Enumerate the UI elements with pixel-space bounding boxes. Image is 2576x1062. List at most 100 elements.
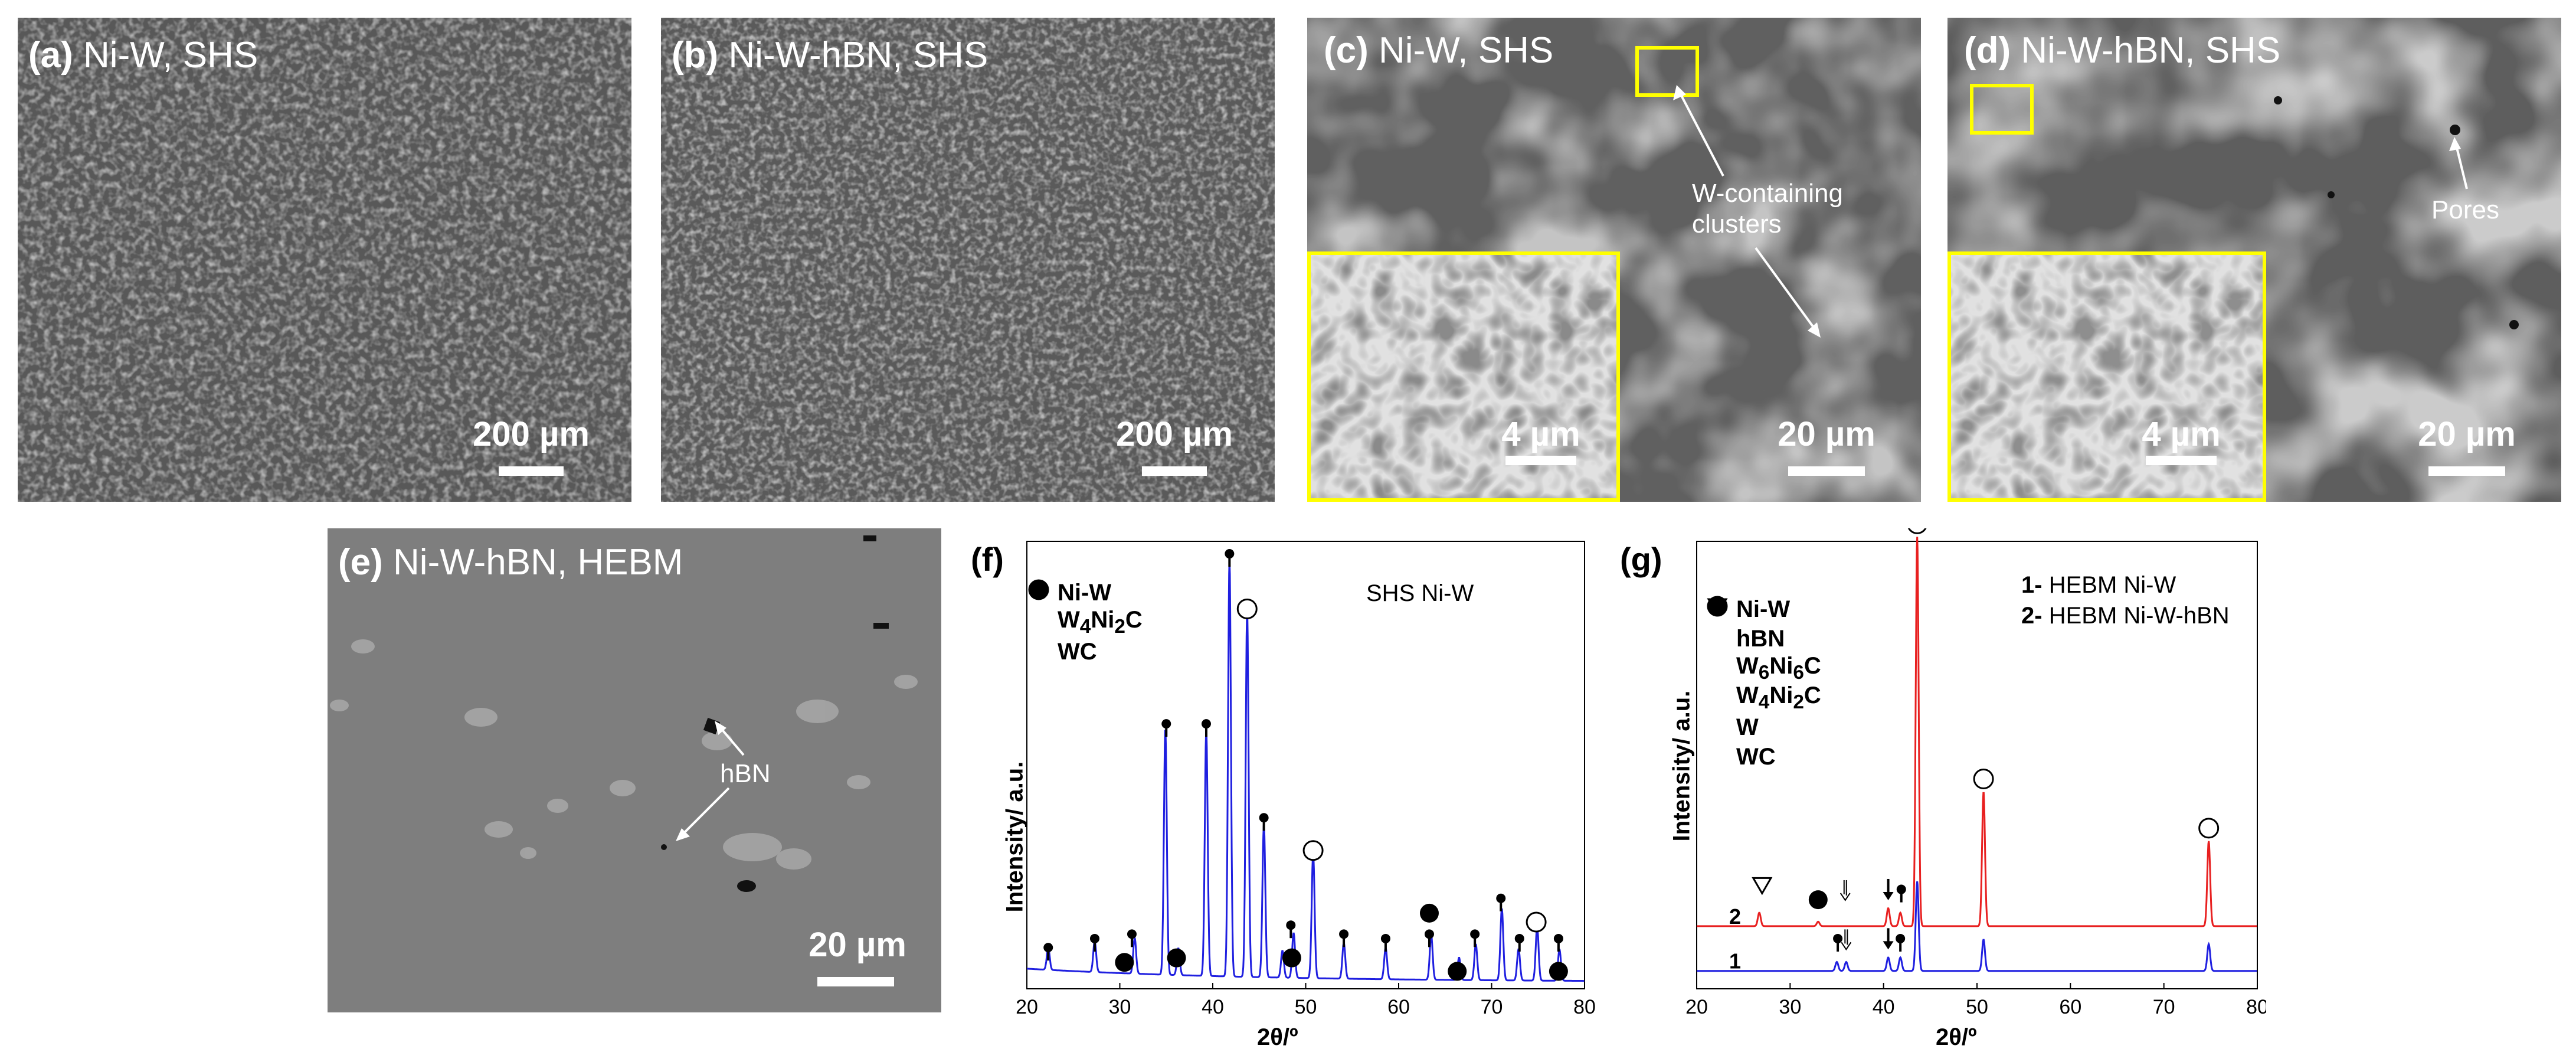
chart-g-legend-3-e: C [1803,652,1821,679]
chart-g-legend-label-1: Ni-W [1736,596,1791,622]
chart-g-legend-label-4: W4Ni2C [1736,682,1821,714]
panel-b-scale-bar [1142,466,1207,476]
panel-d-label: (d) Ni-W-hBN, SHS [1964,30,2280,71]
peak-marker-open-circle [1907,528,1927,534]
chart-g-title-2-text: HEBM Ni-W-hBN [2048,603,2230,629]
panel-a-scale-label: 200 µm [473,415,590,453]
sem-panel-c: (c) Ni-W, SHS W-containing clusters 4 µm… [1307,18,1921,502]
x-tick-label: 70 [2153,996,2175,1018]
sem-image-e [328,528,941,1012]
chart-g-legend-4-d: 2 [1793,691,1804,713]
peak-marker-filled-circle [1115,953,1134,972]
chart-f-legend-label-3: WC [1058,638,1097,665]
xrd-chart-g: 20 30 40 50 60 70 80 1 2 (g) 1- HEBM Ni-W 2- HEB… [1617,528,2266,1060]
panel-b-letter: (b) [672,35,719,76]
chart-g-title-1-num: 1- [2021,572,2043,598]
peak-marker-open-circle [2198,818,2220,839]
peak-marker-pin [1553,933,1563,952]
panel-e-label: (e) Ni-W-hBN, HEBM [338,541,683,583]
chart-g-legend-row-2: hBN [1706,598,1821,653]
peak-marker-pin [1043,943,1053,961]
peak-marker-pin [1127,929,1137,947]
peak-marker-pin [1339,929,1349,947]
xrd-chart-g-svg: 20 30 40 50 60 70 80 1 2 [1685,528,2266,1018]
chart-f-legend-label-1: Ni-W [1058,579,1112,606]
x-tick-label: 70 [1481,996,1503,1018]
peak-marker-open-arrow [1839,880,1851,901]
panel-d-inset-scale-bar [2146,456,2217,465]
chart-f-legend-2-d: 2 [1114,615,1125,638]
peak-marker-pin [1496,893,1506,911]
chart-g-legend-row-4: W4Ni2C [1706,598,1821,714]
peak-marker-pin [1514,933,1524,952]
panel-d-title: Ni-W-hBN, SHS [2021,30,2281,71]
sem-panel-b: (b) Ni-W-hBN, SHS 200 µm [661,18,1275,502]
peak-marker-filled-arrow [1883,878,1894,900]
chart-g-legend-row-3: W6Ni6C [1706,597,1821,684]
chart-f-panel-label: (f) [971,541,1004,578]
peak-marker-pin [1380,933,1390,952]
chart-f-legend-2-b: 4 [1079,615,1091,638]
panel-d-inset-scale-label: 4 µm [2142,415,2221,453]
panel-d-letter: (d) [1964,30,2011,71]
panel-c-selection-box [1635,46,1699,97]
chart-f-title: SHS Ni-W [1366,580,1474,606]
chart-f-legend-row-3: WC [1027,580,1143,666]
peak-marker-pin [1833,933,1843,952]
peak-marker-pin [1089,933,1099,952]
chart-g-legend-3-b: 6 [1758,661,1770,684]
series-line-2 [1697,537,2257,927]
panel-c-inset: 4 µm [1307,251,1620,502]
panel-c-annotation: W-containing clusters [1692,178,1843,240]
sem-panel-a: (a) Ni-W, SHS 200 µm [18,18,631,502]
chart-g-title: 1- HEBM Ni-W 2- HEBM Ni-W-hBN [2021,570,2230,631]
panel-c-annotation-line2: clusters [1692,210,1782,238]
peak-marker-open-circle [1302,840,1324,861]
panel-a-title: Ni-W, SHS [83,35,258,76]
panel-e-scale-bar [817,977,894,986]
x-tick-label: 80 [1573,996,1596,1018]
series-label-1: 1 [1729,949,1741,973]
chart-g-legend-4-b: 4 [1758,691,1770,713]
x-tick-label: 20 [1685,996,1708,1018]
series-label-2: 2 [1729,904,1741,929]
peak-marker-pin [1225,549,1235,567]
chart-g-legend-4-a: W [1736,682,1759,708]
chart-f-xlabel: 2θ/º [1257,1024,1298,1050]
xrd-chart-f: 20 30 40 50 60 70 80 (f) SHS Ni-W Ni-W W4Ni2C … [968,528,1611,1060]
panel-d-scale-bar [2428,466,2505,476]
chart-f-legend-row-2: W4Ni2C [1027,581,1143,638]
panel-c-inset-scale-bar [1505,456,1576,465]
chart-g-legend-label-2: hBN [1736,625,1785,652]
x-tick-label: 60 [1387,996,1410,1018]
panel-d-selection-box [1970,84,2034,135]
chart-g-ylabel: Intensity/ a.u. [1668,690,1695,842]
xrd-chart-f-svg: 20 30 40 50 60 70 80 [1016,541,1596,1018]
peak-marker-open-circle [1526,911,1547,933]
peak-marker-filled-circle [1282,948,1301,968]
chart-f-legend-label-2: W4Ni2C [1058,607,1143,638]
panel-e-letter: (e) [338,542,383,583]
peak-marker-filled-circle [1549,962,1568,981]
chart-g-legend-label-3: W6Ni6C [1736,653,1821,684]
x-tick-label: 30 [1109,996,1131,1018]
chart-g-title-2-num: 2- [2021,603,2043,629]
peak-marker-pin [1424,929,1434,947]
chart-g-legend-3-a: W [1736,652,1759,679]
panel-e-title: Ni-W-hBN, HEBM [393,542,683,583]
series-line-1 [1697,881,2257,972]
chart-g-legend-4-e: C [1803,682,1821,708]
panel-c-letter: (c) [1324,30,1369,71]
peak-marker-open-arrow [1841,929,1852,951]
series-line-0 [1027,560,1585,982]
panel-c-scale-label: 20 µm [1778,415,1875,453]
peak-marker-filled-circle [1448,962,1467,981]
x-tick-label: 50 [1295,996,1317,1018]
chart-f-legend-2-e: C [1125,606,1143,633]
panel-d-annotation: Pores [2431,195,2499,224]
chart-g-xlabel: 2θ/º [1936,1024,1977,1050]
peak-marker-open-circle [1973,768,1994,789]
chart-g-panel-label: (g) [1620,541,1662,578]
sem-panel-e: (e) Ni-W-hBN, HEBM hBN 20 µm [328,528,941,1012]
chart-g-legend-4-c: Ni [1769,682,1793,708]
